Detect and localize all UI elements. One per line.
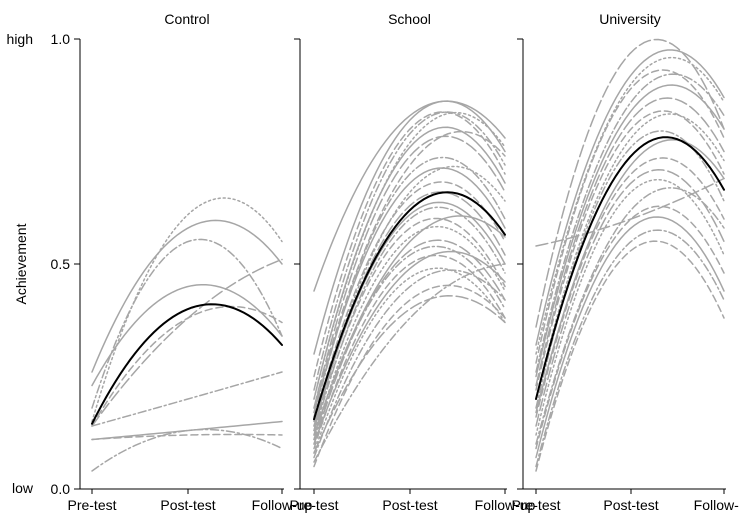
y-tick-label: 1.0 [51,31,71,47]
y-tick-label: 0.0 [51,481,71,497]
y-axis-label: Achievement [13,223,29,304]
x-tick-label-university: Pre-test [511,497,560,513]
individual-curve-school [313,215,506,436]
individual-curve-school [313,263,506,463]
individual-curve-school [313,135,506,409]
individual-curve-school [313,111,506,391]
individual-curve-school [313,254,506,450]
individual-curve-school [313,217,506,432]
individual-curve-university [535,169,725,427]
individual-curve-university [535,49,725,346]
individual-curve-control [91,433,283,441]
individual-curve-control [91,305,283,427]
individual-curve-school [313,100,506,355]
individual-curve-university [535,97,725,387]
individual-curve-university [535,157,725,418]
individual-curve-school [313,295,506,454]
individual-curve-school [313,126,506,400]
panel-title-school: School [388,11,431,27]
individual-curve-university [535,113,725,400]
individual-curve-school [313,111,506,400]
individual-curve-university [535,187,725,445]
individual-curve-control [91,197,283,423]
x-tick-label-control: Post-test [160,497,215,513]
x-tick-label-school: Follow-up [475,497,536,513]
x-tick-label-university: Post-test [603,497,658,513]
individual-curve-university [535,240,725,472]
individual-curve-university [535,69,725,364]
individual-curve-school [313,267,506,454]
panel-title-control: Control [164,11,209,27]
panel-control: Control 0.0 0.5 1.0 Pre-test Post-test Follow-… [51,11,313,513]
individual-curve-university [535,56,725,355]
panel-university: University Pre-test Post-test Follow-up [511,11,739,513]
individual-curve-school [313,250,506,445]
x-tick-label-control: Follow-up [252,497,313,513]
individual-curve-university [535,229,725,468]
individual-curve-school [313,130,506,409]
individual-curve-school [313,269,506,459]
individual-curve-university [535,139,725,414]
panel-school: School Pre-test Post-test Follow-up [289,11,535,513]
individual-curve-school [313,181,506,423]
mean-curve-school [313,191,506,421]
individual-curve-control [91,238,283,409]
y-tick-label: 0.5 [51,256,71,272]
plot-area: Control 0.0 0.5 1.0 Pre-test Post-test Follow-… [51,11,739,513]
individual-curve-school [313,225,506,441]
individual-curve-control [91,258,283,427]
individual-curve-school [313,284,506,468]
mean-curve-university [535,136,725,400]
individual-curve-school [313,111,506,378]
individual-curve-school [313,100,506,292]
x-tick-label-school: Pre-test [289,497,338,513]
individual-curve-control [91,219,283,373]
individual-curve-university [535,84,725,378]
individual-curve-university [535,73,725,373]
individual-curve-university [535,205,725,450]
individual-curve-school [313,201,506,427]
x-tick-label-school: Post-test [382,497,437,513]
individual-curve-school [313,167,506,414]
panel-title-university: University [599,11,660,27]
individual-curve-control [91,371,283,427]
x-tick-label-control: Pre-test [67,497,116,513]
individual-curve-control [91,283,283,387]
individual-curve-school [313,191,506,432]
individual-curve-university [535,216,725,459]
mean-curve-control [91,303,283,425]
y-extreme-high: high [7,31,33,47]
individual-curve-school [313,245,506,441]
individual-curve-university [535,178,725,436]
x-tick-label-university: Follow-up [694,497,739,513]
y-extreme-low: low [12,480,34,496]
individual-curve-university [535,110,725,391]
individual-curve-control [91,428,283,472]
